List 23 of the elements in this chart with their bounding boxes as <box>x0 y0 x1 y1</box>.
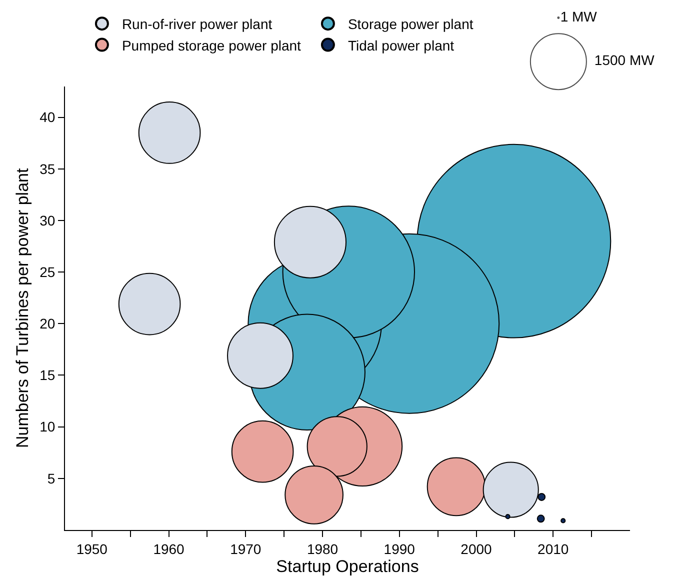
x-tick-label: 1980 <box>306 540 338 557</box>
x-tick-label: 1970 <box>230 540 262 557</box>
legend-label: Tidal power plant <box>348 37 454 54</box>
y-tick-label: 5 <box>47 470 56 486</box>
x-tick-label: 1960 <box>153 540 185 557</box>
legend-label: Pumped storage power plant <box>122 37 302 54</box>
legend-label: 1500 MW <box>594 52 656 68</box>
y-tick-label: 40 <box>40 109 56 126</box>
y-tick-label: 15 <box>40 367 56 384</box>
legend-label: Storage power plant <box>348 16 474 32</box>
y-tick-label: 35 <box>40 160 56 177</box>
x-tick-label: 2000 <box>460 540 492 557</box>
y-tick-label: 25 <box>40 264 56 280</box>
x-tick-label: 1990 <box>384 540 416 557</box>
legend-label: 1 MW <box>560 8 598 24</box>
x-tick-label: 1950 <box>76 540 108 557</box>
legend-label: Run-of-river power plant <box>122 16 272 32</box>
y-tick-label: 30 <box>40 212 56 228</box>
x-tick-label: 2010 <box>538 540 569 557</box>
y-tick-label: 10 <box>40 418 56 435</box>
y-tick-label: 20 <box>40 316 56 332</box>
y-axis-title: Numbers of Turbines per power plant <box>13 168 32 448</box>
x-axis-title: Startup Operations <box>276 557 419 576</box>
